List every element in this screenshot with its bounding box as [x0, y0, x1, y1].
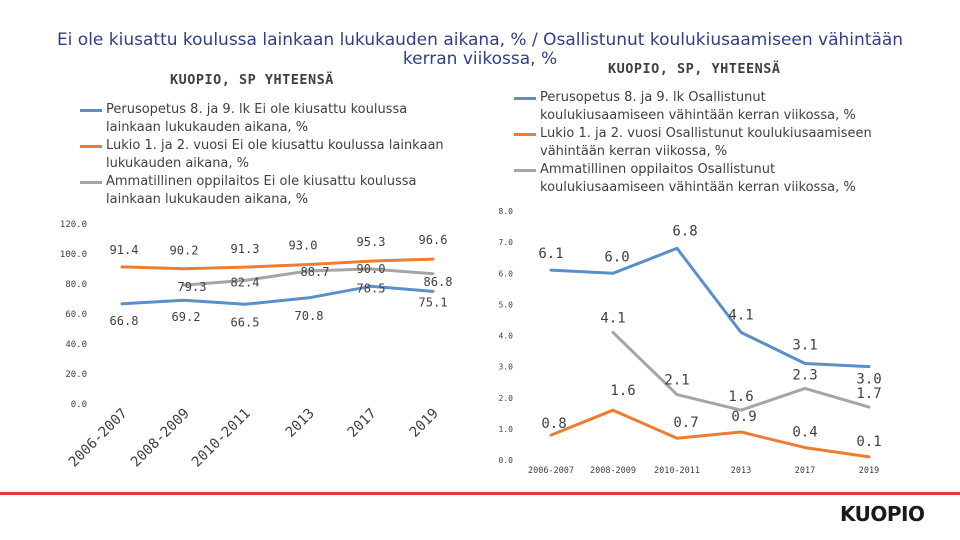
y-tick-label: 0.0: [71, 400, 87, 410]
data-label-lukio: 0.9: [731, 409, 756, 425]
series-line-ammatillinen: [182, 267, 435, 287]
legend-label: Perusopetus 8. ja 9. lk Osallistunut kou…: [540, 90, 856, 123]
data-label-ammatillinen: 2.3: [792, 367, 817, 383]
data-label-perusopetus: 75.1: [419, 295, 448, 309]
series-line-perusopetus: [120, 284, 435, 306]
x-category-label: 2013: [731, 466, 751, 476]
series-line-lukio: [549, 408, 871, 459]
x-category-label: 2013: [283, 406, 318, 441]
data-label-perusopetus: 6.8: [672, 223, 697, 239]
legend-item-lukio: Lukio 1. ja 2. vuosi Osallistunut kouluk…: [514, 125, 894, 161]
x-category-label: 2017: [345, 406, 380, 441]
data-label-perusopetus: 66.5: [231, 315, 260, 329]
data-label-ammatillinen: 1.6: [728, 389, 753, 405]
right-chart-title: KUOPIO, SP, YHTEENSÄ: [608, 61, 781, 77]
legend-item-ammatillinen: Ammatillinen oppilaitos Ei ole kiusattu …: [80, 173, 460, 209]
x-category-label: 2008-2009: [128, 406, 193, 471]
data-label-ammatillinen: 2.1: [664, 373, 689, 389]
y-tick-label: 6.0: [499, 269, 514, 278]
page-title: Ei ole kiusattu koulussa lainkaan lukuka…: [56, 30, 904, 69]
y-tick-label: 7.0: [499, 238, 514, 247]
data-label-ammatillinen: 1.7: [856, 386, 881, 402]
kuopio-logo: KUOPIO: [840, 502, 925, 526]
data-label-lukio: 0.4: [792, 425, 817, 441]
legend-swatch: [514, 133, 536, 136]
data-label-ammatillinen: 86.8: [424, 275, 453, 289]
data-label-perusopetus: 66.8: [110, 314, 139, 328]
x-category-label: 2019: [407, 406, 442, 441]
data-label-ammatillinen: 4.1: [600, 310, 625, 326]
y-tick-label: 20.0: [65, 370, 87, 380]
legend-item-perusopetus: Perusopetus 8. ja 9. lk Ei ole kiusattu …: [80, 101, 460, 137]
x-category-label: 2017: [795, 466, 815, 476]
legend-swatch: [80, 181, 102, 184]
data-label-lukio: 96.6: [419, 233, 448, 247]
y-tick-label: 80.0: [65, 280, 87, 290]
data-label-perusopetus: 70.8: [295, 309, 324, 323]
y-tick-label: 3.0: [499, 363, 514, 372]
legend-item-perusopetus: Perusopetus 8. ja 9. lk Osallistunut kou…: [514, 89, 894, 125]
series-line-perusopetus: [549, 246, 871, 369]
legend-label: Ammatillinen oppilaitos Osallistunut kou…: [540, 162, 856, 195]
legend-label: Perusopetus 8. ja 9. lk Ei ole kiusattu …: [106, 102, 408, 135]
data-label-lukio: 90.2: [170, 244, 199, 258]
series-line-ammatillinen: [611, 330, 871, 412]
legend-item-ammatillinen: Ammatillinen oppilaitos Osallistunut kou…: [514, 161, 894, 197]
data-label-perusopetus: 4.1: [728, 307, 753, 323]
y-tick-label: 1.0: [499, 425, 514, 434]
data-label-lukio: 95.3: [357, 235, 386, 249]
data-label-perusopetus: 3.0: [856, 372, 881, 388]
y-tick-label: 5.0: [499, 300, 514, 309]
x-category-label: 2019: [859, 466, 879, 476]
data-label-ammatillinen: 82.4: [231, 275, 260, 289]
data-label-lukio: 93.0: [289, 239, 318, 253]
right-line-chart: 0.0 1.0 2.0 3.0 4.0 5.0 6.0 7.0 8.0 2006-2007 2008…: [499, 207, 882, 476]
x-category-label: 2006-2007: [528, 466, 574, 476]
data-label-perusopetus: 3.1: [792, 338, 817, 354]
data-label-lukio: 0.8: [541, 416, 566, 432]
legend-swatch: [80, 109, 102, 112]
data-label-lukio: 0.1: [856, 434, 881, 450]
legend-swatch: [80, 145, 102, 148]
x-category-label: 2006-2007: [66, 406, 131, 471]
y-tick-label: 120.0: [60, 220, 87, 230]
data-label-lukio: 0.7: [673, 415, 698, 431]
left-chart-title: KUOPIO, SP YHTEENSÄ: [170, 72, 334, 88]
y-tick-label: 2.0: [499, 394, 514, 403]
legend-item-lukio: Lukio 1. ja 2. vuosi Ei ole kiusattu kou…: [80, 137, 460, 173]
data-label-lukio: 91.4: [110, 243, 139, 257]
y-tick-label: 8.0: [499, 207, 514, 216]
data-label-ammatillinen: 90.0: [357, 262, 386, 276]
right-legend: Perusopetus 8. ja 9. lk Osallistunut kou…: [514, 89, 894, 197]
legend-label: Ammatillinen oppilaitos Ei ole kiusattu …: [106, 174, 417, 207]
left-legend: Perusopetus 8. ja 9. lk Ei ole kiusattu …: [80, 101, 460, 209]
x-category-label: 2008-2009: [590, 466, 636, 476]
data-label-lukio: 1.6: [610, 383, 635, 399]
data-label-perusopetus: 6.1: [538, 246, 563, 262]
data-label-lukio: 91.3: [231, 242, 260, 256]
legend-label: Lukio 1. ja 2. vuosi Ei ole kiusattu kou…: [106, 138, 444, 171]
data-label-ammatillinen: 79.3: [178, 280, 207, 294]
y-tick-label: 100.0: [60, 250, 87, 260]
bottom-accent-rule: [0, 492, 960, 495]
y-tick-label: 60.0: [65, 310, 87, 320]
legend-swatch: [514, 97, 536, 100]
series-line-lukio: [120, 257, 435, 271]
data-label-perusopetus: 78.5: [357, 281, 386, 295]
data-label-ammatillinen: 88.7: [301, 265, 330, 279]
data-label-perusopetus: 6.0: [604, 249, 629, 265]
left-line-chart: 0.020.040.060.080.0100.0120.02006-200720…: [60, 220, 453, 470]
data-label-perusopetus: 69.2: [172, 310, 201, 324]
x-category-label: 2010-2011: [189, 406, 254, 471]
y-tick-label: 0.0: [499, 456, 514, 465]
y-tick-label: 4.0: [499, 332, 514, 341]
legend-label: Lukio 1. ja 2. vuosi Osallistunut kouluk…: [540, 126, 872, 159]
y-tick-label: 40.0: [65, 340, 87, 350]
x-category-label: 2010-2011: [654, 466, 700, 476]
legend-swatch: [514, 169, 536, 172]
